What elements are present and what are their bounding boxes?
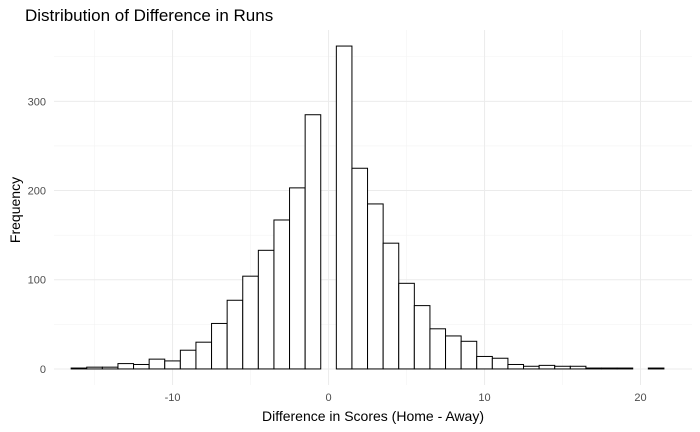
- histogram-bar: [398, 282, 415, 370]
- histogram-bar: [242, 275, 259, 370]
- histogram-bar: [382, 242, 400, 370]
- histogram-bar: [507, 363, 525, 370]
- histogram-bar: [351, 167, 369, 370]
- histogram-bar: [460, 340, 478, 370]
- y-tick-label: 100: [28, 275, 46, 287]
- histogram-bar: [601, 367, 618, 370]
- histogram-bar: [226, 299, 244, 370]
- x-tick-label: 10: [478, 392, 490, 404]
- histogram-bar: [647, 367, 665, 370]
- x-tick-label: 0: [325, 392, 331, 404]
- histogram-bar: [117, 363, 135, 370]
- x-tick-label: -10: [165, 392, 181, 404]
- histogram-bar: [101, 366, 119, 370]
- x-axis-ticks: -10 0 10 20: [165, 392, 647, 404]
- histogram-bar: [179, 349, 197, 370]
- y-axis-title: Frequency: [7, 177, 23, 243]
- histogram-bar: [616, 367, 634, 370]
- chart-title: Distribution of Difference in Runs: [25, 6, 274, 25]
- histogram-bar: [445, 335, 462, 370]
- histogram-bar: [335, 45, 353, 370]
- histogram-bar: [554, 365, 571, 370]
- histogram-bar: [476, 355, 493, 370]
- x-tick-label: 20: [634, 392, 646, 404]
- histogram-bar: [523, 365, 540, 370]
- histogram-bar: [491, 357, 509, 370]
- histogram-bars: [70, 45, 665, 370]
- histogram-bar: [211, 322, 228, 370]
- y-tick-label: 0: [40, 364, 46, 376]
- histogram-bar: [289, 187, 306, 370]
- histogram-bar: [304, 114, 322, 370]
- histogram-bar: [164, 360, 181, 370]
- histogram-bar: [413, 305, 431, 370]
- histogram-bar: [273, 219, 291, 370]
- histogram-bar: [585, 367, 603, 370]
- histogram-bar: [70, 367, 88, 370]
- y-axis-ticks: 0 100 200 300: [28, 96, 46, 376]
- histogram-bar: [148, 358, 166, 370]
- y-tick-label: 200: [28, 186, 46, 198]
- x-axis-title: Difference in Scores (Home - Away): [262, 408, 484, 424]
- histogram-bar: [429, 328, 447, 370]
- histogram-bar: [367, 203, 384, 370]
- y-tick-label: 300: [28, 96, 46, 108]
- histogram-bar: [257, 249, 275, 370]
- histogram-bar: [86, 366, 103, 370]
- histogram-bar: [133, 363, 150, 370]
- histogram-bar: [569, 365, 587, 370]
- histogram-bar: [195, 341, 213, 370]
- histogram-bar: [538, 364, 556, 370]
